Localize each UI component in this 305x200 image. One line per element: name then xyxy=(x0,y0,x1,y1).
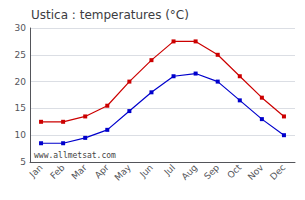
svg-text:Aug: Aug xyxy=(180,162,199,181)
svg-text:Mar: Mar xyxy=(70,162,89,181)
svg-text:Sep: Sep xyxy=(202,162,221,181)
svg-text:Jan: Jan xyxy=(27,162,45,180)
svg-text:5: 5 xyxy=(20,157,26,167)
svg-text:Jul: Jul xyxy=(162,162,177,177)
svg-text:Jun: Jun xyxy=(137,162,155,180)
svg-text:www.allmetsat.com: www.allmetsat.com xyxy=(34,151,116,160)
svg-text:Feb: Feb xyxy=(48,162,67,181)
svg-text:10: 10 xyxy=(15,130,27,140)
svg-text:Nov: Nov xyxy=(246,162,266,182)
svg-text:Oct: Oct xyxy=(225,162,243,180)
svg-text:Dec: Dec xyxy=(268,162,287,181)
svg-text:20: 20 xyxy=(15,77,27,87)
svg-text:30: 30 xyxy=(15,23,27,33)
svg-text:Apr: Apr xyxy=(93,162,111,180)
svg-text:Ustica : temperatures (°C): Ustica : temperatures (°C) xyxy=(31,8,189,22)
svg-text:15: 15 xyxy=(15,103,26,113)
svg-text:25: 25 xyxy=(15,50,26,60)
svg-text:May: May xyxy=(113,162,134,183)
